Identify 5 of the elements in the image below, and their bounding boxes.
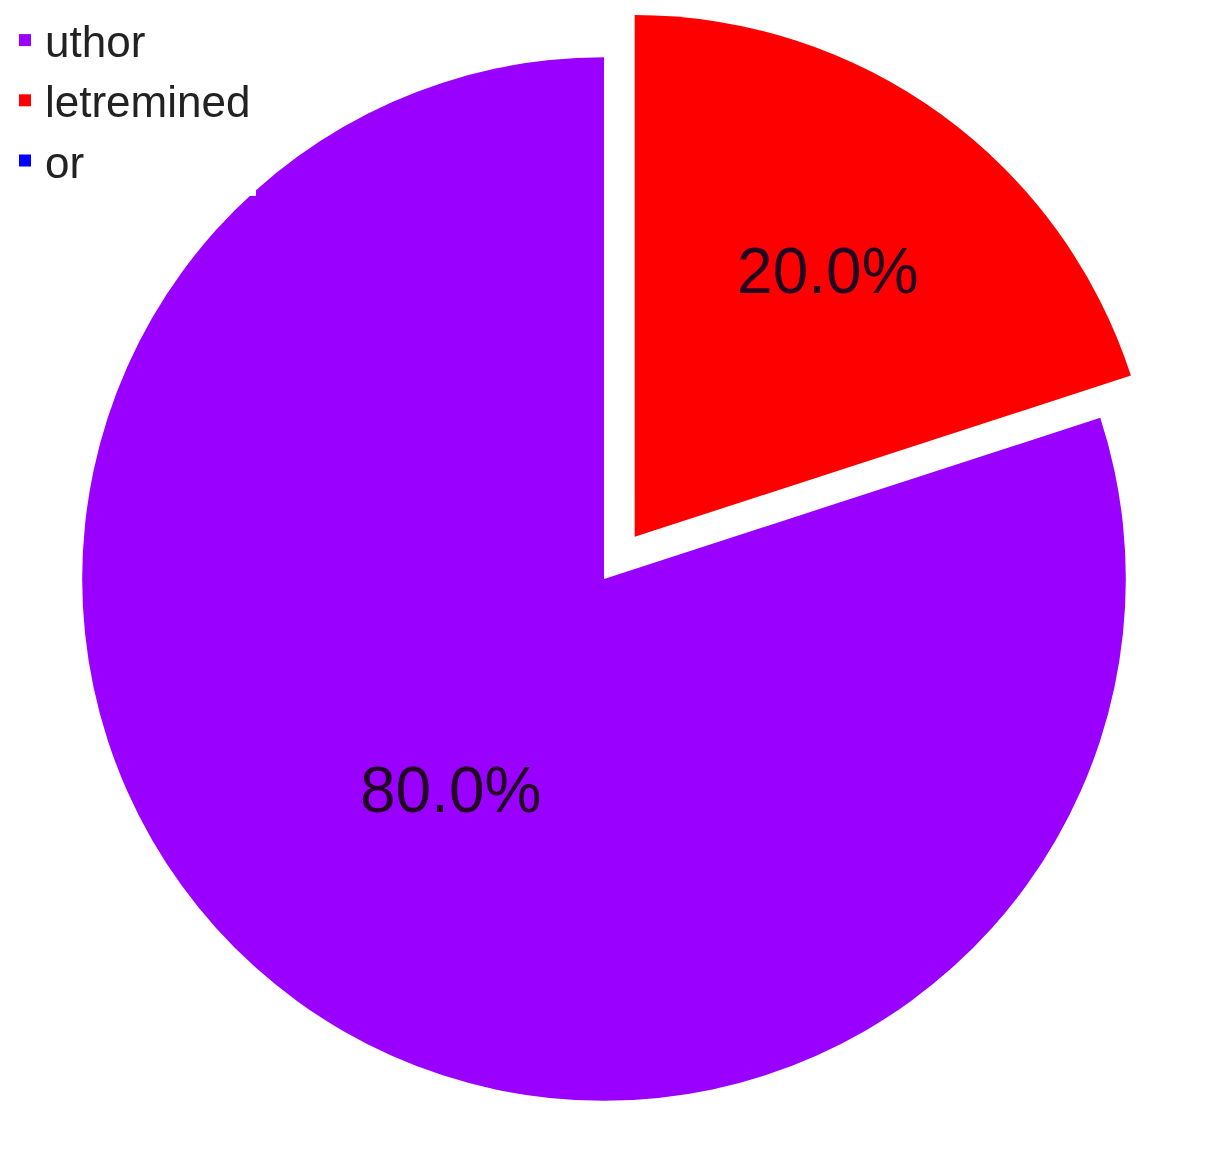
legend-label: or — [45, 137, 85, 187]
data-label: 80.0% — [359, 754, 542, 827]
legend-label: letremined — [45, 77, 251, 127]
data-label: 20.0% — [737, 234, 919, 307]
legend-label: uthor — [45, 17, 146, 67]
